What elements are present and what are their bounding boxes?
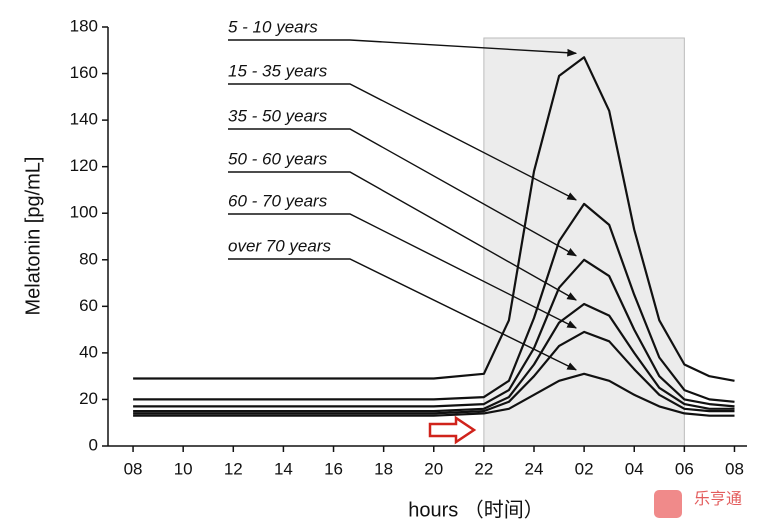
series-line (133, 202, 735, 403)
x-tick-label: 22 (474, 459, 493, 478)
y-axis-label: Melatonin [pg/mL] (22, 157, 44, 316)
x-tick-label: 10 (174, 459, 193, 478)
y-tick-label: 60 (79, 296, 98, 315)
x-tick-label: 16 (324, 459, 343, 478)
annotation-arrow (228, 128, 577, 257)
series-line (133, 372, 735, 417)
shaded-region (483, 37, 685, 447)
annotation-arrow (228, 83, 577, 201)
y-tick-label: 120 (70, 156, 98, 175)
y-tick-label: 140 (70, 110, 98, 129)
series-label: over 70 years (228, 236, 331, 255)
x-tick-label: 12 (224, 459, 243, 478)
annotation-arrow (228, 258, 577, 371)
x-axis-label: hours （时间） (408, 498, 544, 521)
x-tick-label: 14 (274, 459, 293, 478)
watermark-icon (654, 490, 682, 518)
annotation-arrow (228, 213, 577, 329)
x-tick-label: 02 (575, 459, 594, 478)
y-tick-label: 160 (70, 63, 98, 82)
series-label: 5 - 10 years (228, 17, 318, 36)
y-tick-label: 20 (79, 389, 98, 408)
series-label: 60 - 70 years (228, 191, 328, 210)
red-arrow (428, 415, 477, 445)
series-label: 50 - 60 years (228, 149, 328, 168)
annotation-arrow (228, 39, 578, 57)
series-label: 35 - 50 years (228, 106, 328, 125)
y-tick-label: 0 (89, 435, 98, 454)
x-tick-label: 20 (424, 459, 443, 478)
series-line (133, 330, 735, 415)
watermark: 乐亨通 (694, 490, 742, 508)
x-tick-label: 08 (124, 459, 143, 478)
x-tick-label: 06 (675, 459, 694, 478)
x-tick-label: 08 (725, 459, 744, 478)
series-label: 15 - 35 years (228, 61, 328, 80)
y-tick-label: 80 (79, 249, 98, 268)
y-tick-label: 180 (70, 16, 98, 35)
annotation-arrow (228, 171, 577, 301)
x-tick-label: 04 (625, 459, 644, 478)
x-tick-label: 24 (525, 459, 544, 478)
y-tick-label: 100 (70, 203, 98, 222)
y-tick-label: 40 (79, 342, 98, 361)
series-line (133, 258, 735, 408)
series-line (133, 56, 735, 382)
series-line (133, 302, 735, 413)
x-tick-label: 18 (374, 459, 393, 478)
